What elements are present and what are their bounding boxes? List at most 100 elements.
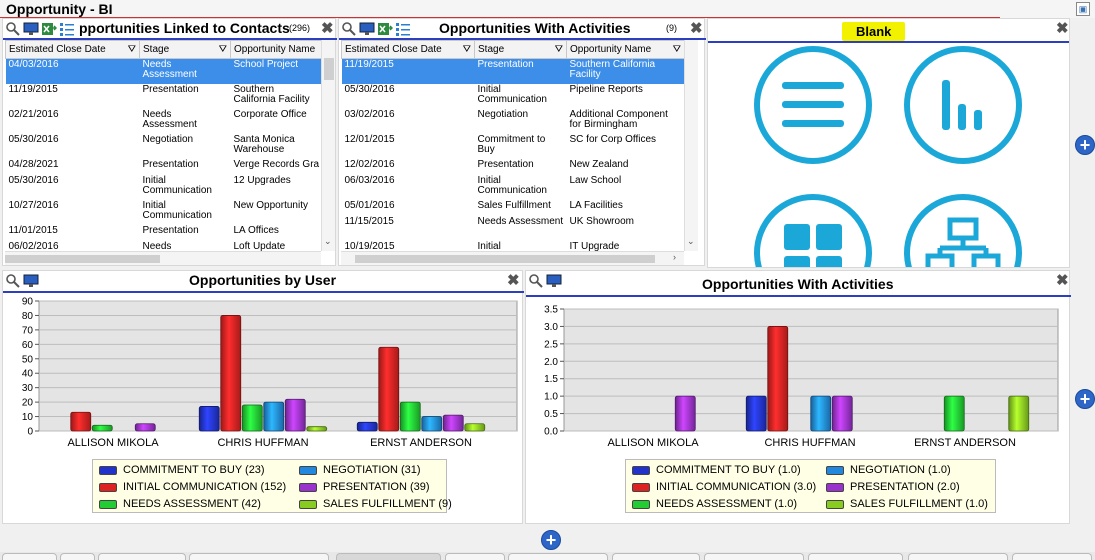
cell-name: IT Upgrade — [569, 240, 620, 252]
tab[interactable] — [98, 553, 186, 560]
close-icon[interactable]: ✖ — [1056, 272, 1069, 289]
grid-panel-linked-contacts: pportunities Linked to Contacts (296) ✖ … — [2, 18, 337, 266]
table-row[interactable]: 12/01/2015 Commitment to Buy SC for Corp O… — [342, 134, 685, 159]
y-tick-label: 0.0 — [544, 427, 558, 438]
list-icon[interactable] — [754, 46, 872, 164]
tab[interactable] — [2, 553, 57, 560]
monitor-icon[interactable] — [23, 273, 39, 289]
tab[interactable] — [189, 553, 329, 560]
column-header-close-date[interactable]: Estimated Close Date ⛛ — [5, 40, 140, 59]
column-header-opportunity-name[interactable]: Opportunity Name ⛛ — [566, 40, 685, 59]
cell-date: 12/02/2016 — [344, 158, 395, 170]
add-panel-button-right-bottom[interactable]: + — [1075, 389, 1095, 409]
vertical-scrollbar[interactable]: ⌄ — [684, 40, 698, 251]
vertical-scrollbar[interactable]: ⌄ — [321, 40, 335, 251]
filter-icon[interactable]: ⛛ — [554, 44, 563, 55]
close-icon[interactable]: ✖ — [507, 272, 520, 289]
chart-panel-by-user: Opportunities by User ✖ 0 10 20 30 40 50 60 70 8… — [2, 270, 524, 524]
cell-date: 10/27/2016 — [8, 199, 59, 211]
filter-icon[interactable]: ⛛ — [672, 44, 681, 55]
monitor-icon[interactable] — [359, 21, 375, 37]
cell-name: Santa Monica Warehouse — [233, 133, 295, 155]
close-icon[interactable]: ✖ — [690, 20, 703, 37]
tab[interactable] — [445, 553, 505, 560]
column-header-close-date[interactable]: Estimated Close Date ⛛ — [341, 40, 475, 59]
tab[interactable] — [508, 553, 608, 560]
table-row[interactable]: 06/03/2016 Initial Communication Law Schoo… — [342, 175, 685, 200]
tab[interactable] — [704, 553, 804, 560]
grid-icon[interactable] — [754, 194, 872, 267]
table-row[interactable]: 12/02/2016 Presentation New Zealand — [342, 159, 685, 175]
y-tick-label: 3.0 — [544, 322, 558, 333]
tab[interactable] — [808, 553, 903, 560]
scroll-thumb[interactable] — [355, 255, 655, 263]
cell-stage: Presentation — [477, 158, 534, 170]
cell-stage: Negotiation — [477, 108, 529, 120]
window-title: Opportunity - BI — [6, 1, 113, 17]
add-panel-button-right-top[interactable]: + — [1075, 135, 1095, 155]
table-row[interactable]: 03/02/2016 Negotiation Additional Componen… — [342, 109, 685, 134]
cell-name: Corporate Office — [233, 108, 307, 120]
scroll-thumb[interactable] — [5, 255, 160, 263]
monitor-icon[interactable] — [546, 273, 562, 289]
table-row[interactable]: 02/21/2016 Needs Assessment Corporate Offi… — [6, 109, 322, 134]
filter-icon[interactable]: ⛛ — [127, 44, 136, 55]
horizontal-scrollbar[interactable] — [5, 251, 321, 265]
zoom-icon[interactable] — [341, 21, 357, 37]
window-restore-icon[interactable]: ▣ — [1076, 2, 1090, 16]
table-row[interactable]: 05/01/2016 Sales Fulfillment LA Facilities — [342, 200, 685, 216]
filter-icon[interactable]: ⛛ — [218, 44, 227, 55]
org-chart-icon[interactable] — [904, 194, 1022, 267]
table-row[interactable]: 11/19/2015 Presentation Southern Californi… — [6, 84, 322, 109]
column-header-stage[interactable]: Stage ⛛ — [139, 40, 231, 59]
scroll-down-icon[interactable]: ⌄ — [687, 236, 695, 246]
bar-initial — [378, 346, 400, 432]
table-row[interactable]: 06/02/2016 Needs Loft Update — [6, 241, 322, 257]
add-panel-button-bottom[interactable]: + — [541, 530, 561, 550]
bar-chart: 0.0 0.5 1.0 1.5 2.0 2.5 3.0 3.5 ALLISON MIKOLA CH… — [544, 305, 1059, 449]
scroll-down-icon[interactable]: ⌄ — [324, 236, 332, 246]
table-row[interactable]: 04/28/2021 Presentation Verge Records Gra — [6, 159, 322, 175]
close-icon[interactable]: ✖ — [1056, 20, 1069, 37]
table-row[interactable]: 04/03/2016 Needs Assessment School Project — [5, 58, 322, 84]
tab[interactable] — [612, 553, 700, 560]
x-category-label: CHRIS HUFFMAN — [764, 437, 855, 449]
table-row[interactable]: 11/01/2015 Presentation LA Offices — [6, 225, 322, 241]
scroll-right-icon[interactable]: › — [673, 252, 676, 262]
close-icon[interactable]: ✖ — [321, 20, 334, 37]
horizontal-scrollbar[interactable]: › — [341, 251, 684, 265]
bar-negotiation — [810, 395, 832, 432]
cell-date: 05/30/2016 — [8, 133, 59, 145]
column-header-opportunity-name[interactable]: Opportunity Name — [230, 40, 322, 59]
tab[interactable] — [1012, 553, 1092, 560]
panel-header-line — [339, 38, 706, 40]
table-row[interactable]: 11/19/2015 Presentation Southern Californi… — [341, 58, 685, 84]
monitor-icon[interactable] — [23, 21, 39, 37]
excel-export-icon[interactable] — [377, 21, 393, 37]
zoom-icon[interactable] — [528, 273, 544, 289]
tab[interactable] — [60, 553, 95, 560]
legend-item: PRESENTATION (39) — [299, 481, 430, 493]
y-tick-label: 0.5 — [544, 409, 558, 420]
table-row[interactable]: 10/27/2016 Initial Communication New Oppor… — [6, 200, 322, 225]
filter-icon[interactable]: ⛛ — [462, 44, 471, 55]
bar-chart: 0 10 20 30 40 50 60 70 80 90 ALLISON MIKOLA CHRIS H… — [22, 297, 518, 449]
legend-item: NEGOTIATION (1.0) — [826, 464, 951, 476]
tab[interactable] — [908, 553, 1008, 560]
tab[interactable] — [336, 553, 441, 560]
table-row[interactable]: 10/19/2015 Initial IT Upgrade — [342, 241, 685, 257]
column-header-stage[interactable]: Stage ⛛ — [474, 40, 567, 59]
chart-title: Opportunities With Activities — [702, 276, 894, 292]
zoom-icon[interactable] — [5, 273, 21, 289]
excel-export-icon[interactable] — [41, 21, 57, 37]
table-row[interactable]: 11/15/2015 Needs Assessment UK Showroom — [342, 216, 685, 241]
table-row[interactable]: 05/30/2016 Initial Communication 12 Upgrad… — [6, 175, 322, 200]
column-list-icon[interactable] — [395, 21, 411, 37]
scroll-thumb[interactable] — [324, 58, 334, 80]
bar-chart-icon[interactable] — [904, 46, 1022, 164]
table-row[interactable]: 05/30/2016 Initial Communication Pipeline … — [342, 84, 685, 109]
column-list-icon[interactable] — [59, 21, 75, 37]
y-tick-label: 50 — [22, 354, 34, 365]
table-row[interactable]: 05/30/2016 Negotiation Santa Monica Wareho… — [6, 134, 322, 159]
zoom-icon[interactable] — [5, 21, 21, 37]
